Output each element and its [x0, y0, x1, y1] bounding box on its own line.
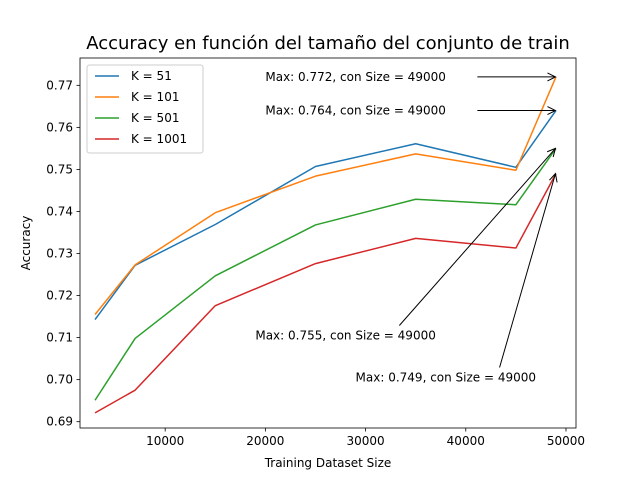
y-tick-label: 0.73: [46, 247, 73, 261]
annotations: Max: 0.772, con Size = 49000 Max: 0.764, …: [255, 70, 555, 385]
y-tick-label: 0.71: [46, 331, 73, 345]
annotation-label-2: Max: 0.764, con Size = 49000: [265, 104, 446, 118]
y-tick-label: 0.74: [46, 204, 73, 218]
y-tick-label: 0.75: [46, 162, 73, 176]
x-tick-label: 50000: [547, 434, 585, 448]
axes: 10000 20000 30000 40000 50000 0.69 0.70 0.71 0.7…: [46, 57, 585, 448]
series-line-2: [94, 76, 557, 315]
annotation-label-4: Max: 0.749, con Size = 49000: [356, 371, 537, 385]
legend-label-3: K = 501: [131, 111, 179, 125]
series-line-3: [94, 147, 557, 401]
legend-box: [86, 64, 204, 154]
y-tick-label: 0.72: [46, 289, 73, 303]
plot-frame: [79, 57, 577, 429]
x-tick-label: 20000: [246, 434, 284, 448]
x-axis-label: Training Dataset Size: [264, 456, 392, 470]
y-axis-label: Accuracy: [19, 216, 33, 271]
y-tick-label: 0.76: [46, 120, 73, 134]
series-line-4: [94, 173, 557, 414]
legend-label-2: K = 101: [131, 90, 179, 104]
y-tick-label: 0.70: [46, 373, 73, 387]
x-tick-label: 30000: [346, 434, 384, 448]
legend: K = 51 K = 101 K = 501 K = 1001: [86, 64, 204, 154]
annotation-label-1: Max: 0.772, con Size = 49000: [265, 70, 446, 84]
legend-label-4: K = 1001: [131, 132, 187, 146]
annotation-label-3: Max: 0.755, con Size = 49000: [255, 329, 435, 343]
legend-label-1: K = 51: [131, 69, 172, 83]
y-tick-label: 0.69: [46, 415, 73, 429]
x-tick-label: 40000: [447, 434, 485, 448]
annotation-arrow-3: [398, 148, 555, 326]
y-tick-label: 0.77: [46, 78, 73, 92]
annotation-arrow-4: [499, 174, 556, 368]
chart-title: Accuracy en función del tamaño del conju…: [86, 33, 570, 54]
plot-area: [94, 76, 557, 414]
x-tick-label: 10000: [146, 434, 184, 448]
